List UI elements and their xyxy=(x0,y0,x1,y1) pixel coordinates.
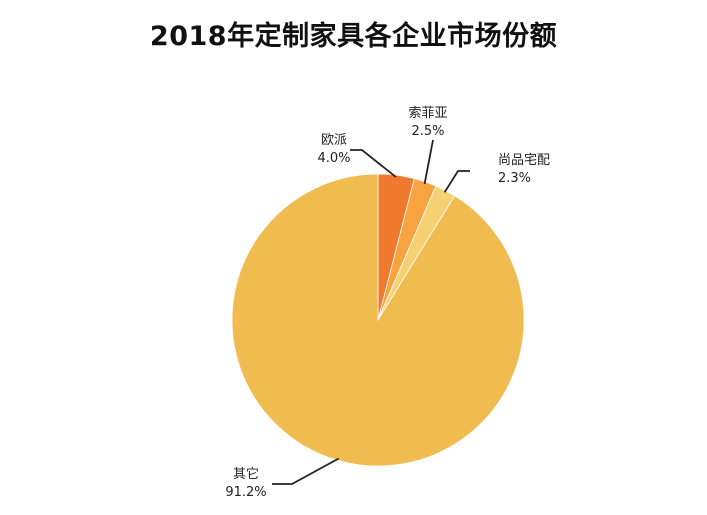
slice-value-label: 2.5% xyxy=(411,124,444,139)
leader-line-1 xyxy=(350,149,397,178)
slice-value-label: 2.3% xyxy=(498,171,531,186)
pie-slice-4 xyxy=(231,173,525,467)
slice-category-label: 其它 xyxy=(233,466,259,482)
slice-value-label: 91.2% xyxy=(225,485,266,500)
slice-category-label: 尚品宅配 xyxy=(498,153,550,168)
leader-line-2 xyxy=(423,139,434,184)
slice-category-label: 欧派 xyxy=(321,133,347,148)
leader-line-3 xyxy=(443,170,470,193)
chart-title: 2018年定制家具各企业市场份额 xyxy=(149,21,558,52)
slice-category-label: 索菲亚 xyxy=(408,106,447,121)
leader-line-4 xyxy=(272,457,340,485)
slice-value-label: 4.0% xyxy=(317,151,350,166)
